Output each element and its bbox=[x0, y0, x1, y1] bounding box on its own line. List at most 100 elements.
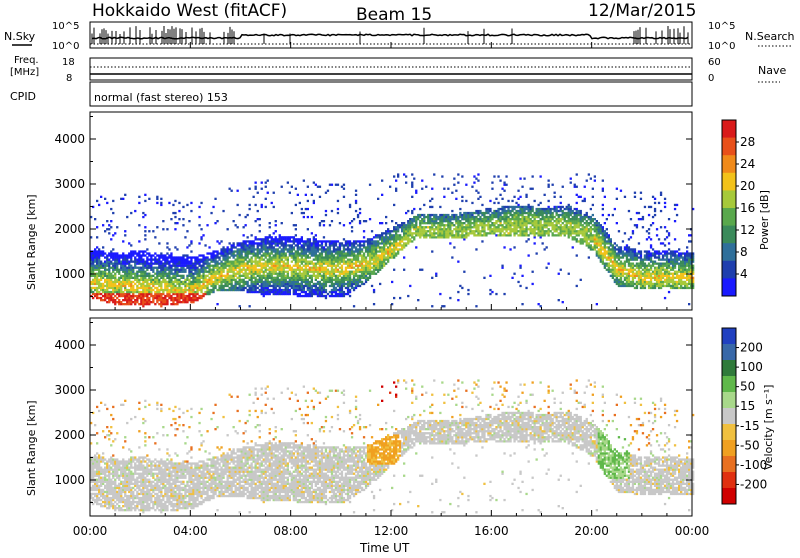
power-cell bbox=[437, 236, 439, 238]
power-cell bbox=[251, 287, 253, 289]
power-cell bbox=[351, 248, 353, 250]
power-cell bbox=[321, 287, 323, 289]
power-cell bbox=[269, 244, 271, 246]
power-cell bbox=[229, 279, 231, 281]
power-cell bbox=[174, 299, 176, 301]
power-cell bbox=[345, 254, 347, 256]
power-cell bbox=[576, 194, 578, 196]
power-cell bbox=[534, 242, 536, 244]
power-cell bbox=[566, 224, 568, 226]
power-cell bbox=[210, 277, 212, 279]
power-cell bbox=[373, 240, 375, 242]
power-cell bbox=[122, 291, 124, 293]
power-cell bbox=[578, 196, 580, 198]
power-cell bbox=[283, 293, 285, 295]
power-cell bbox=[301, 252, 303, 254]
power-cell bbox=[261, 265, 263, 267]
power-cell bbox=[220, 254, 222, 256]
power-cell bbox=[407, 230, 409, 232]
power-cell bbox=[166, 252, 168, 254]
power-cell bbox=[279, 263, 281, 265]
power-cell bbox=[257, 273, 259, 275]
power-cell bbox=[291, 186, 293, 188]
power-cell bbox=[301, 287, 303, 289]
power-cell bbox=[94, 275, 96, 277]
power-cell bbox=[130, 212, 132, 214]
power-cell bbox=[114, 299, 116, 301]
power-cell bbox=[168, 273, 170, 275]
power-cell bbox=[349, 277, 351, 279]
power-cell bbox=[216, 261, 218, 263]
power-cell bbox=[237, 242, 239, 244]
power-cell bbox=[253, 275, 255, 277]
power-cell bbox=[590, 232, 592, 234]
power-cell bbox=[224, 261, 226, 263]
power-cell bbox=[560, 196, 562, 198]
power-cell bbox=[156, 279, 158, 281]
power-cell bbox=[544, 226, 546, 228]
power-cell bbox=[317, 259, 319, 261]
power-cell bbox=[403, 246, 405, 248]
power-cell bbox=[347, 250, 349, 252]
power-cell bbox=[363, 254, 365, 256]
power-cell bbox=[347, 277, 349, 279]
power-cell bbox=[122, 261, 124, 263]
power-cell bbox=[331, 259, 333, 261]
power-cell bbox=[321, 254, 323, 256]
power-cell bbox=[598, 242, 600, 244]
power-cell bbox=[335, 291, 337, 293]
power-cell bbox=[162, 254, 164, 256]
power-cell bbox=[347, 242, 349, 244]
power-cell bbox=[501, 230, 503, 232]
power-cell bbox=[489, 208, 491, 210]
power-cell bbox=[261, 279, 263, 281]
power-cell bbox=[423, 226, 425, 228]
power-cell bbox=[427, 214, 429, 216]
power-cell bbox=[521, 218, 523, 220]
power-cell bbox=[339, 246, 341, 248]
power-cell bbox=[550, 212, 552, 214]
power-cell bbox=[606, 269, 608, 271]
power-cell bbox=[214, 275, 216, 277]
power-cell bbox=[271, 263, 273, 265]
power-cell bbox=[220, 265, 222, 267]
power-cell bbox=[130, 271, 132, 273]
power-cell bbox=[204, 287, 206, 289]
power-cell bbox=[229, 263, 231, 265]
power-cell bbox=[441, 236, 443, 238]
power-cell bbox=[528, 208, 530, 210]
power-cell bbox=[128, 242, 130, 244]
power-cell bbox=[465, 218, 467, 220]
power-cell bbox=[156, 263, 158, 265]
power-cell bbox=[267, 192, 269, 194]
power-cell bbox=[287, 244, 289, 246]
power-cell bbox=[333, 254, 335, 256]
power-cell bbox=[528, 216, 530, 218]
power-cell bbox=[325, 259, 327, 261]
power-cell bbox=[467, 214, 469, 216]
power-cell bbox=[439, 236, 441, 238]
power-cell bbox=[150, 259, 152, 261]
power-cell bbox=[602, 238, 604, 240]
power-cell bbox=[431, 232, 433, 234]
power-cell bbox=[134, 291, 136, 293]
power-cell bbox=[174, 246, 176, 248]
power-cell bbox=[369, 246, 371, 248]
power-cell bbox=[92, 275, 94, 277]
power-cell bbox=[357, 214, 359, 216]
power-cell bbox=[377, 236, 379, 238]
power-cell bbox=[433, 230, 435, 232]
power-cell bbox=[375, 244, 377, 246]
power-cell bbox=[257, 283, 259, 285]
power-cell bbox=[267, 261, 269, 263]
power-cell bbox=[347, 259, 349, 261]
power-cell bbox=[188, 297, 190, 299]
power-cell bbox=[532, 271, 534, 273]
power-cell bbox=[206, 287, 208, 289]
power-cell bbox=[515, 220, 517, 222]
power-cell bbox=[138, 283, 140, 285]
power-cell bbox=[218, 289, 220, 291]
power-cell bbox=[463, 228, 465, 230]
power-cell bbox=[150, 301, 152, 303]
power-cell bbox=[554, 224, 556, 226]
